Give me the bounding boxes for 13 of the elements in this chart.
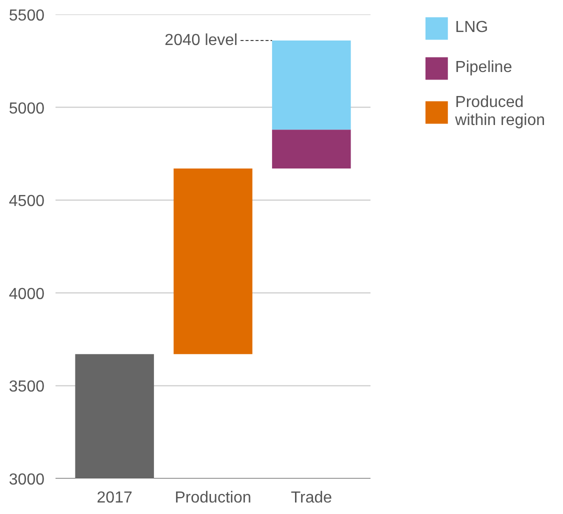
legend-label: Pipeline (455, 59, 512, 77)
ref-line-label: 2040 level (164, 32, 238, 49)
y-tick-label: 5000 (8, 100, 45, 118)
y-tick-label: 5500 (8, 8, 45, 24)
legend-label: Produced within region (455, 94, 545, 130)
x-tick-label: Production (174, 490, 252, 506)
y-tick-label: 3500 (8, 378, 45, 396)
y-tick-label: 4000 (8, 286, 45, 303)
y-tick-label: 4500 (8, 193, 45, 210)
y-tick-label: 3000 (8, 472, 45, 488)
x-tick-label: Trade (290, 490, 332, 506)
legend-label: LNG (455, 19, 488, 37)
x-tick-label: 2017 (96, 490, 132, 506)
